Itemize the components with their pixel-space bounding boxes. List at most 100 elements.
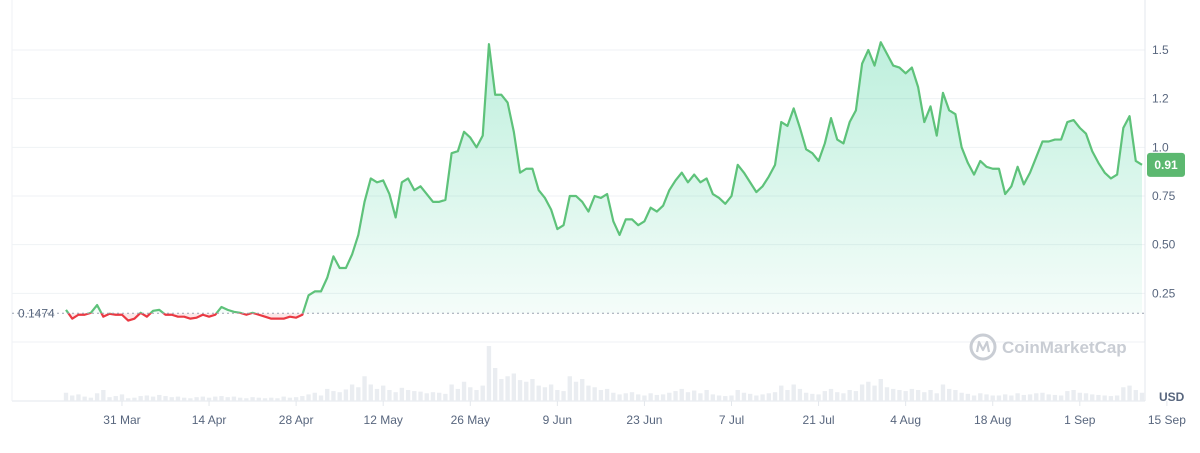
volume-bar-85	[592, 387, 597, 401]
volume-bar-56	[412, 391, 417, 401]
volume-bar-25	[219, 396, 224, 401]
volume-bar-52	[387, 390, 392, 401]
volume-bar-46	[349, 384, 355, 401]
volume-bar-62	[449, 384, 454, 401]
volume-bar-139	[928, 390, 933, 401]
volume-bar-81	[567, 376, 572, 401]
volume-bar-65	[468, 387, 473, 401]
volume-bar-135	[903, 391, 908, 401]
x-tick-label: 9 Jun	[543, 413, 572, 427]
volume-bar-163	[1077, 392, 1082, 401]
x-tick-label: 23 Jun	[626, 413, 662, 427]
volume-bar-126	[847, 390, 852, 401]
volume-bar-116	[785, 390, 790, 401]
volume-bar-71	[505, 376, 510, 401]
x-tick-label: 21 Jul	[803, 413, 835, 427]
volume-bar-4	[88, 397, 94, 401]
volume-bar-87	[604, 388, 610, 401]
volume-bar-73	[517, 380, 523, 401]
volume-bar-66	[474, 390, 479, 401]
volume-bar-69	[492, 368, 498, 401]
volume-bar-120	[810, 393, 815, 401]
volume-bar-68	[486, 346, 492, 401]
volume-bar-30	[250, 397, 255, 401]
volume-bar-13	[144, 395, 150, 401]
volume-bar-78	[548, 384, 554, 401]
volume-bar-151	[1002, 394, 1008, 401]
y-tick-label: 1.5	[1152, 43, 1169, 57]
volume-bar-101	[692, 390, 697, 401]
x-tick-label: 14 Apr	[192, 413, 227, 427]
volume-bar-148	[984, 394, 989, 401]
x-tick-label: 26 May	[451, 413, 490, 427]
volume-bar-111	[754, 395, 759, 401]
volume-bar-92	[636, 394, 641, 401]
volume-bar-150	[996, 395, 1002, 401]
volume-bar-21	[194, 397, 199, 401]
volume-bar-173	[1139, 392, 1145, 401]
volume-bar-10	[126, 398, 131, 401]
volume-bar-114	[772, 392, 778, 401]
x-tick-label: 15 Sep	[1148, 413, 1186, 427]
volume-bar-103	[704, 390, 709, 401]
volume-bar-74	[524, 381, 529, 401]
volume-bar-129	[866, 381, 871, 401]
volume-bar-76	[536, 385, 541, 401]
y-tick-label: 1.2	[1152, 92, 1169, 106]
volume-bar-146	[971, 395, 977, 401]
volume-bar-130	[872, 385, 877, 401]
volume-bar-155	[1027, 394, 1033, 401]
volume-bar-48	[362, 376, 367, 401]
volume-bar-123	[828, 388, 834, 401]
volume-bar-138	[922, 392, 927, 401]
volume-bar-149	[990, 395, 995, 401]
volume-bar-50	[374, 388, 380, 401]
price-line-up	[65, 41, 1143, 314]
volume-bar-83	[580, 379, 585, 401]
volume-bar-113	[766, 393, 771, 401]
coinmarketcap-logo-icon	[969, 333, 997, 361]
volume-bar-42	[325, 388, 330, 401]
x-tick-label: 7 Jul	[719, 413, 744, 427]
volume-bar-127	[853, 391, 859, 401]
x-tick-label: 1 Sep	[1064, 413, 1096, 427]
volume-bar-19	[181, 397, 187, 401]
volume-bar-15	[157, 394, 162, 401]
volume-bar-49	[368, 384, 373, 401]
price-area	[65, 41, 1143, 322]
current-price-text: 0.91	[1154, 158, 1178, 172]
price-line-down	[67, 313, 304, 322]
volume-bar-33	[269, 397, 274, 401]
volume-bar-45	[343, 389, 349, 401]
volume-bar-63	[455, 388, 461, 401]
volume-bar-96	[660, 394, 666, 401]
volume-bar-104	[710, 394, 716, 401]
volume-bar-36	[287, 397, 293, 401]
volume-bar-107	[729, 395, 734, 401]
volume-bar-118	[797, 388, 803, 401]
volume-bar-115	[779, 385, 784, 401]
volume-bar-55	[405, 390, 411, 401]
volume-bar-2	[76, 394, 81, 401]
volume-bar-132	[884, 387, 890, 401]
volume-bar-142	[947, 388, 952, 401]
reference-price-label: 0.1474	[18, 306, 55, 320]
volume-bar-16	[163, 396, 168, 401]
volume-bar-38	[300, 396, 305, 401]
volume-bar-59	[430, 392, 436, 401]
volume-bar-22	[200, 396, 206, 401]
volume-bar-145	[965, 393, 971, 401]
x-tick-label: 28 Apr	[279, 413, 314, 427]
volume-bar-95	[654, 394, 660, 401]
volume-bar-164	[1083, 393, 1089, 401]
y-tick-label: 0.75	[1152, 189, 1176, 203]
volume-bar-93	[642, 395, 647, 401]
volume-bar-26	[225, 397, 230, 401]
volume-bar-128	[859, 384, 865, 401]
volume-bar-82	[573, 381, 579, 401]
volume-bar-159	[1052, 394, 1058, 401]
y-tick-label: 1.0	[1152, 140, 1169, 154]
volume-bar-140	[934, 393, 939, 401]
grid-lines	[11, 0, 1146, 402]
